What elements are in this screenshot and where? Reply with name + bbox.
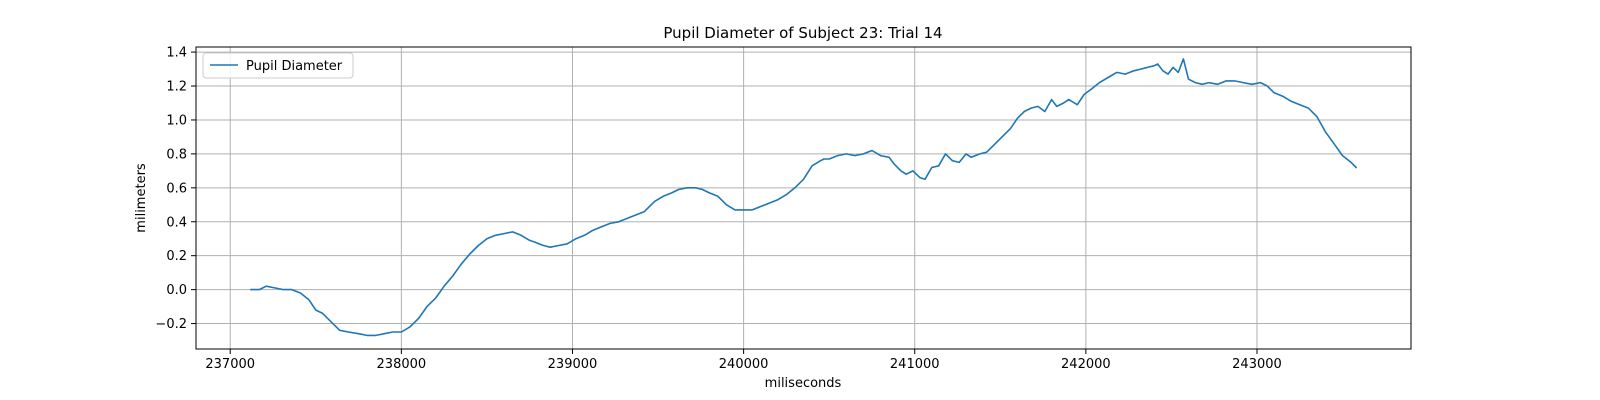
legend-box	[202, 52, 354, 79]
y-tick-label: 1.4	[166, 46, 187, 61]
x-tick-label: 240000	[719, 357, 769, 372]
legend: Pupil Diameter	[202, 52, 354, 79]
legend-label: Pupil Diameter	[246, 59, 343, 74]
y-tick-label: −0.2	[155, 317, 187, 332]
y-tick-label: 0.6	[166, 181, 187, 196]
x-axis-label: miliseconds	[765, 376, 842, 391]
x-tick-label: 239000	[548, 357, 598, 372]
series-line-pupil-diameter	[250, 58, 1357, 337]
axes-frame	[195, 46, 1412, 350]
y-tick-label: 0.4	[166, 215, 187, 230]
x-tick-label: 242000	[1061, 357, 1111, 372]
x-axis-ticks: 237000 238000 239000 240000 241000 242000 2430…	[205, 349, 1282, 372]
plot-area	[250, 58, 1357, 337]
x-tick-label: 241000	[890, 357, 940, 372]
chart-title: Pupil Diameter of Subject 23: Trial 14	[663, 24, 942, 42]
y-axis-ticks: −0.2 0.0 0.2 0.4 0.6 0.8 1.0 1.2 1.4	[155, 46, 196, 332]
x-tick-label: 243000	[1232, 357, 1282, 372]
y-tick-label: 0.0	[166, 283, 187, 298]
y-axis-label: milimeters	[134, 163, 149, 233]
x-tick-label: 238000	[377, 357, 427, 372]
y-tick-label: 1.0	[166, 113, 187, 128]
y-tick-label: 1.2	[166, 80, 187, 95]
y-tick-label: 0.2	[166, 249, 187, 264]
x-tick-label: 237000	[205, 357, 255, 372]
y-tick-label: 0.8	[166, 147, 187, 162]
grid	[196, 47, 1411, 349]
